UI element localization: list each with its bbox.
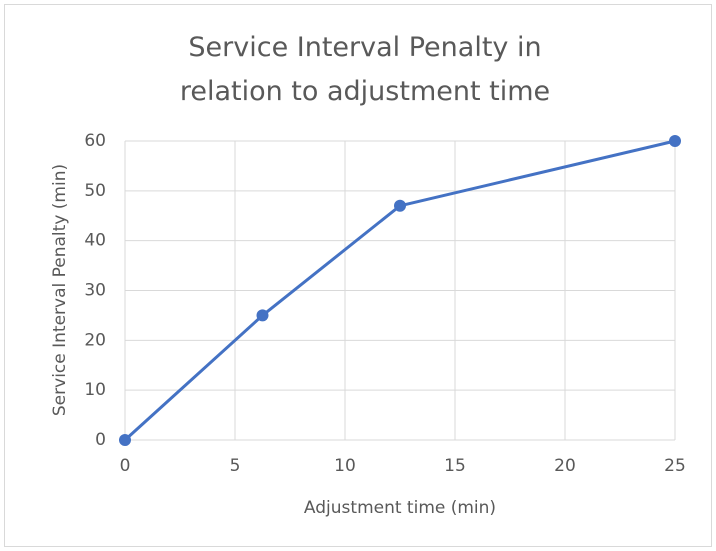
x-tick-label: 25 (664, 456, 686, 476)
y-tick-label: 20 (84, 330, 106, 350)
plot (119, 135, 681, 446)
y-tick-label: 10 (84, 380, 106, 400)
y-tick-label: 40 (84, 231, 106, 251)
chart-border (4, 4, 712, 547)
y-axis-label: Service Interval Penalty (min) (50, 164, 70, 416)
data-point (394, 199, 406, 212)
data-point (256, 309, 269, 322)
x-tick-label: 0 (120, 456, 131, 476)
y-tick-label: 0 (95, 430, 106, 450)
data-point (669, 135, 681, 147)
chart-title: Service Interval Penalty in relation to … (179, 32, 551, 107)
series-line (123, 139, 676, 442)
data-point (119, 434, 131, 446)
y-tick-label: 30 (84, 281, 106, 301)
grid (124, 140, 676, 441)
y-tick-label: 60 (84, 131, 106, 151)
x-tick-label: 10 (334, 456, 356, 476)
x-axis-label: Adjustment time (min) (304, 498, 496, 518)
x-tick-label: 20 (554, 456, 576, 476)
x-tick-label: 15 (444, 456, 466, 476)
x-tick-label: 5 (230, 456, 241, 476)
y-tick-label: 50 (84, 181, 106, 201)
